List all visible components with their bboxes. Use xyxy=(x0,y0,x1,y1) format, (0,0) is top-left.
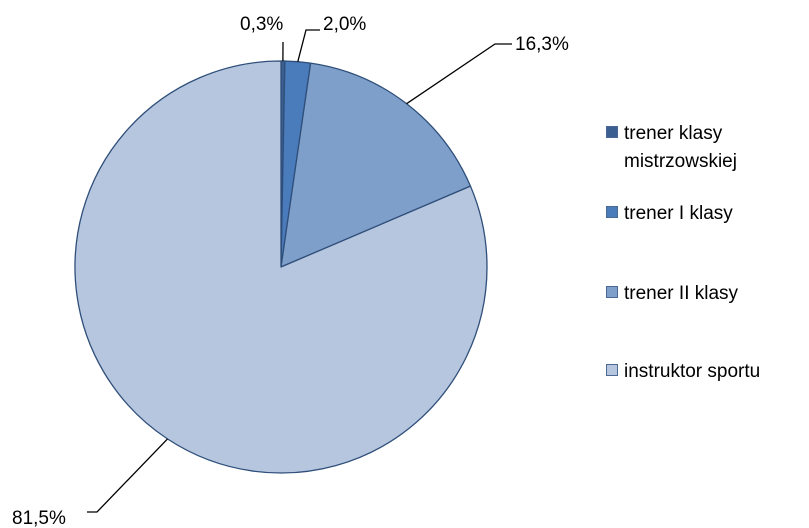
legend-label: trener II klasy xyxy=(624,283,739,304)
legend-label: trener klasy mistrzowskiej xyxy=(624,123,737,172)
legend-label: instruktor sportu xyxy=(624,361,761,382)
data-label-2: 16,3% xyxy=(515,34,569,55)
data-label-1: 2,0% xyxy=(323,14,366,35)
data-label-0: 0,3% xyxy=(240,14,283,35)
leader-line-3 xyxy=(87,438,168,513)
legend-item: instruktor sportu xyxy=(606,358,794,386)
legend-item: trener I klasy xyxy=(606,200,794,228)
leader-lines xyxy=(87,29,512,513)
pie-slice-3 xyxy=(74,60,488,474)
legend-swatch xyxy=(606,126,618,138)
pie-slices xyxy=(74,60,488,474)
data-label-3: 81,5% xyxy=(12,508,66,528)
legend-item: trener II klasy xyxy=(606,280,794,308)
legend-label: trener I klasy xyxy=(624,203,733,224)
leader-line-1 xyxy=(297,29,320,62)
legend-swatch xyxy=(606,364,618,376)
legend-swatch xyxy=(606,286,618,298)
data-labels: 0,3% 2,0% 16,3% 81,5% xyxy=(12,14,569,528)
legend-item: trener klasy mistrzowskiej xyxy=(606,120,794,176)
legend-swatch xyxy=(606,206,618,218)
leader-line-2 xyxy=(406,43,512,105)
